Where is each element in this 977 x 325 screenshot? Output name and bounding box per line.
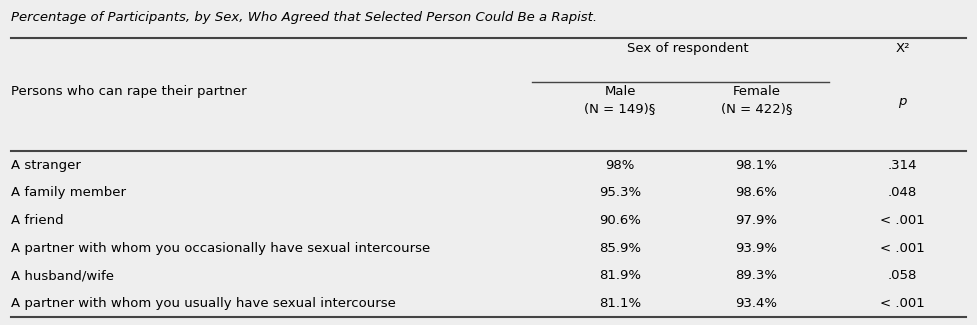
Text: p: p bbox=[899, 95, 907, 108]
Text: 95.3%: 95.3% bbox=[599, 186, 641, 199]
Text: 90.6%: 90.6% bbox=[599, 214, 641, 227]
Text: Male
(N = 149)§: Male (N = 149)§ bbox=[584, 85, 656, 115]
Text: 81.9%: 81.9% bbox=[599, 269, 641, 282]
Text: 85.9%: 85.9% bbox=[599, 241, 641, 254]
Text: A partner with whom you usually have sexual intercourse: A partner with whom you usually have sex… bbox=[11, 297, 396, 310]
Text: 98%: 98% bbox=[606, 159, 635, 172]
Text: 93.9%: 93.9% bbox=[736, 241, 778, 254]
Text: Percentage of Participants, by Sex, Who Agreed that Selected Person Could Be a R: Percentage of Participants, by Sex, Who … bbox=[11, 11, 597, 24]
Text: 97.9%: 97.9% bbox=[736, 214, 778, 227]
Text: A partner with whom you occasionally have sexual intercourse: A partner with whom you occasionally hav… bbox=[11, 241, 431, 254]
Text: A family member: A family member bbox=[11, 186, 126, 199]
Text: Female
(N = 422)§: Female (N = 422)§ bbox=[721, 85, 792, 115]
Text: A husband/wife: A husband/wife bbox=[11, 269, 114, 282]
Text: < .001: < .001 bbox=[880, 297, 925, 310]
Text: .048: .048 bbox=[888, 186, 917, 199]
Text: < .001: < .001 bbox=[880, 241, 925, 254]
Text: A friend: A friend bbox=[11, 214, 64, 227]
Text: 81.1%: 81.1% bbox=[599, 297, 641, 310]
Text: A stranger: A stranger bbox=[11, 159, 81, 172]
Text: 93.4%: 93.4% bbox=[736, 297, 778, 310]
Text: Persons who can rape their partner: Persons who can rape their partner bbox=[11, 85, 247, 98]
Text: < .001: < .001 bbox=[880, 214, 925, 227]
Text: 98.1%: 98.1% bbox=[736, 159, 778, 172]
Text: .314: .314 bbox=[888, 159, 917, 172]
Text: 98.6%: 98.6% bbox=[736, 186, 778, 199]
Text: .058: .058 bbox=[888, 269, 917, 282]
Text: X²: X² bbox=[895, 42, 910, 55]
Text: Sex of respondent: Sex of respondent bbox=[627, 42, 749, 55]
Text: 89.3%: 89.3% bbox=[736, 269, 778, 282]
